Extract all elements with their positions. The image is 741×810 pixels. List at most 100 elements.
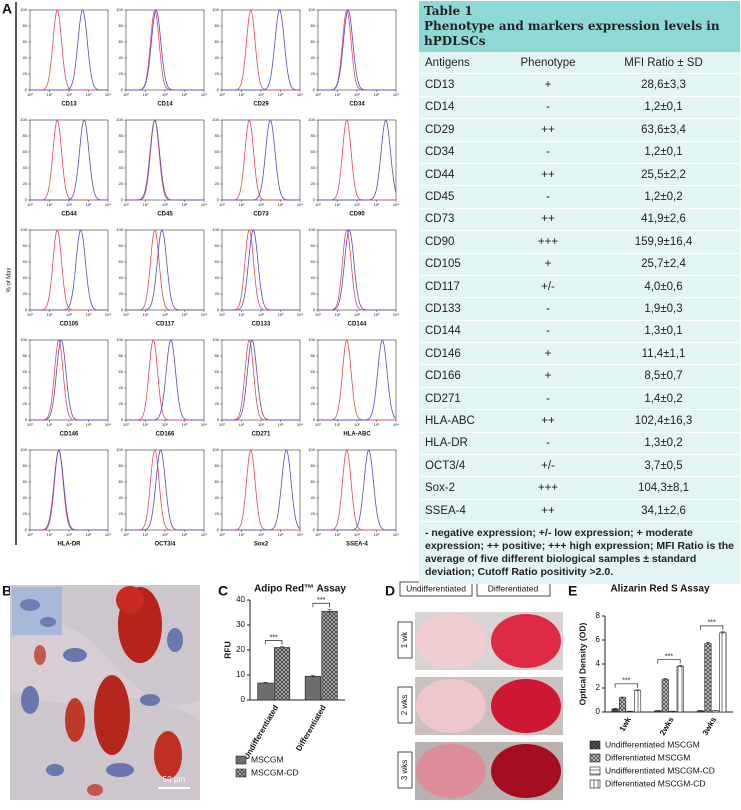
x-tick-label: 10³	[374, 92, 380, 97]
histogram-curve	[126, 339, 204, 421]
table-header: Table 1 Phenotype and markers expression…	[419, 1, 740, 52]
table-row: CD105 +25,7±2,4	[419, 254, 740, 276]
y-tick-label: 0	[25, 527, 28, 532]
table-cell: +	[544, 258, 552, 271]
table-cell: CD34	[425, 146, 455, 159]
x-tick-label: 10³	[182, 422, 188, 427]
y-tick-label: 100	[212, 227, 219, 232]
histogram-frame	[221, 9, 301, 91]
x-tick-label: 10⁰	[219, 532, 225, 537]
y-tick-label: 0	[313, 417, 316, 422]
table-cell: -	[546, 302, 550, 315]
table-cell: -	[546, 191, 550, 204]
y-tick-label: 100	[20, 117, 27, 122]
x-tick-label: 10²	[258, 422, 264, 427]
x-tick-label: 10³	[86, 202, 92, 207]
table-cell: CD44	[425, 168, 455, 181]
table-column-header-row: Antigens Phenotype MFI Ratio ± SD	[419, 52, 740, 75]
x-tick-label: 10³	[374, 312, 380, 317]
x-tick-label: 10³	[86, 92, 92, 97]
histogram-label: SSEA-4	[346, 542, 368, 548]
y-tick-label: 0	[313, 87, 316, 92]
table-cell: 25,7±2,4	[641, 258, 686, 271]
x-tick-label: 10³	[278, 532, 284, 537]
y-tick-label: 0	[217, 527, 220, 532]
table-cell: CD133	[425, 302, 461, 315]
y-tick-label: 60	[215, 259, 220, 264]
histogram-curve	[126, 229, 204, 311]
y-tick-label: 20	[119, 71, 124, 76]
table-cell: 159,9±16,4	[634, 235, 693, 248]
table-cell: 1,4±0,2	[644, 392, 683, 405]
histogram-frame	[221, 449, 301, 531]
histogram-label: CD14	[157, 102, 173, 108]
table-cell: 41,9±2,6	[641, 213, 686, 226]
histogram-curve	[318, 119, 396, 201]
table-row: CD117 +/- 4,0±0,6	[419, 276, 740, 299]
table-cell: 1,2±0,2	[644, 191, 683, 204]
x-tick-label: 10²	[162, 202, 168, 207]
y-tick-label: 80	[23, 133, 28, 138]
y-tick-label: 20	[119, 291, 124, 296]
legend-label: MSCGM-CD	[251, 767, 299, 777]
x-tick-label: 10⁰	[123, 312, 129, 317]
y-tick-label: 0	[217, 417, 220, 422]
table-cell: 4,0±0,6	[644, 280, 683, 293]
y-tick-label: 100	[20, 337, 27, 342]
histogram-curve	[126, 119, 204, 201]
table-row: CD271 - 1,4±0,2	[419, 388, 740, 411]
x-tick-label: 10²	[162, 92, 168, 97]
table-cell: CD73	[425, 213, 455, 226]
histogram-label: Sox2	[254, 542, 269, 548]
table-cell: Sox-2	[425, 482, 456, 495]
y-tick-label: 100	[212, 117, 219, 122]
y-tick-label: 60	[119, 39, 124, 44]
x-tick-label: 3wks	[701, 715, 719, 737]
x-tick-label: 10¹	[47, 532, 53, 537]
y-tick-label: 80	[311, 243, 316, 248]
histogram-curve	[318, 229, 396, 311]
x-tick-label: 10¹	[239, 202, 245, 207]
table-row: SSEA-4 ++ 34,1±2,6	[419, 500, 740, 523]
y-tick-label: 20	[215, 401, 220, 406]
histogram-curve	[30, 339, 108, 421]
x-tick-label: 10³	[278, 312, 284, 317]
y-tick-label: 20	[311, 291, 316, 296]
histogram-curve	[318, 229, 396, 311]
histogram-curve	[126, 449, 204, 531]
histogram-frame	[125, 449, 205, 531]
y-tick-label: 60	[119, 259, 124, 264]
histogram-curve	[222, 9, 300, 91]
x-tick-label: 10²	[66, 92, 72, 97]
x-tick-label: 10¹	[239, 312, 245, 317]
x-tick-label: 10⁴	[393, 202, 399, 207]
well-row-label: 2 wks	[400, 695, 409, 715]
y-tick-label: 20	[119, 401, 124, 406]
table-cell: 8,5±0,7	[644, 370, 683, 383]
y-tick-label: 40	[311, 55, 316, 60]
x-tick-label: 10⁴	[105, 422, 111, 427]
y-tick-label: 20	[119, 181, 124, 186]
histogram-label: OCT3/4	[154, 542, 176, 548]
table-cell: +++	[537, 235, 559, 248]
bar	[661, 679, 669, 713]
y-tick-label: 8	[596, 611, 601, 620]
error-bar	[310, 674, 315, 678]
x-tick-label: 10¹	[47, 92, 53, 97]
x-tick-label: 10⁰	[27, 202, 33, 207]
x-tick-label: 10⁰	[315, 202, 321, 207]
x-tick-label: 10⁰	[27, 532, 33, 537]
histogram-curve	[222, 229, 300, 311]
x-tick-label: 10¹	[335, 312, 341, 317]
histogram-label: CD90	[349, 212, 365, 218]
y-tick-label: 80	[311, 133, 316, 138]
x-tick-label: 10⁰	[315, 312, 321, 317]
histogram-curve	[318, 119, 397, 201]
y-tick-label: 80	[119, 133, 124, 138]
histogram-curve	[318, 9, 396, 91]
x-tick-label: 10³	[374, 422, 380, 427]
x-tick-label: 10²	[66, 422, 72, 427]
x-tick-label: 10³	[278, 422, 284, 427]
histogram-label: CD146	[60, 432, 79, 438]
table-row: CD90 +++ 159,9±16,4	[419, 231, 740, 254]
